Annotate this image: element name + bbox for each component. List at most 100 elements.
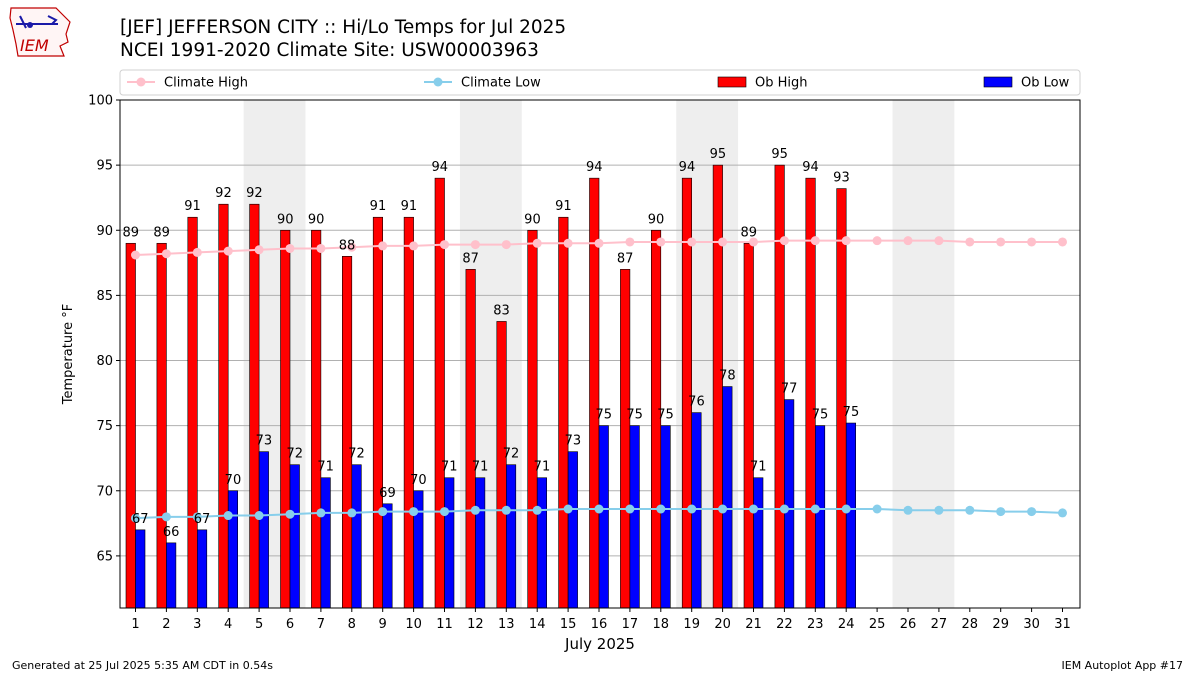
climate-high-point [347,242,357,252]
climate-high-point [841,236,851,246]
ob-high-label: 91 [184,199,201,214]
ob-high-label: 93 [833,171,850,186]
ob-low-label: 66 [163,525,180,540]
x-tick-label: 18 [653,617,670,632]
ob-high-label: 90 [648,212,665,227]
ob-high-label: 83 [493,303,510,318]
climate-high-point [316,243,326,253]
climate-low-point [1027,507,1037,517]
climate-low-point [285,509,295,519]
x-tick-label: 9 [379,617,387,632]
climate-low-point [347,508,357,518]
ob-low-label: 69 [379,486,396,501]
x-tick-label: 22 [776,617,793,632]
climate-low-point [161,512,171,522]
climate-low-point [501,505,511,515]
x-tick-label: 2 [162,617,170,632]
x-tick-label: 17 [622,617,639,632]
climate-high-point [470,240,480,250]
ob-high-label: 88 [339,238,356,253]
x-tick-label: 29 [992,617,1009,632]
ob-low-label: 70 [410,473,427,488]
ob-low-label: 77 [781,382,798,397]
ob-low-label: 71 [750,460,767,475]
x-tick-label: 26 [900,617,917,632]
ob-high-bar [156,242,167,609]
climate-low-point [223,511,233,521]
y-tick-label: 95 [96,159,113,174]
ob-high-bar [836,188,847,609]
ob-low-label: 75 [843,405,860,420]
y-tick-label: 70 [96,484,113,499]
climate-low-point [131,513,140,523]
y-tick-label: 90 [96,224,113,239]
climate-low-point [996,507,1006,517]
climate-high-point [934,236,944,246]
ob-low-label: 71 [317,460,334,475]
climate-lines [131,236,1067,523]
climate-high-point [161,249,171,259]
climate-high-legend-marker [136,77,146,87]
ob-low-bar [722,386,733,609]
ob-low-bar [320,477,331,609]
ob-high-bar [311,229,322,609]
climate-high-point [656,237,666,247]
climate-low-point [841,504,851,514]
ob-low-bar [845,422,857,609]
x-tick-label: 10 [405,617,422,632]
y-tick-label: 85 [96,289,113,304]
ob-high-bar [218,203,229,609]
ob-low-label: 76 [688,395,705,410]
climate-high-point [285,243,295,253]
ob-high-bar [187,216,198,609]
ob-high-bar [403,216,414,609]
ob-high-bar [372,216,384,609]
ob-high-label: 91 [401,199,418,214]
ob-low-label: 72 [286,447,303,462]
ob-high-label: 90 [524,212,541,227]
ob-low-bar [197,529,208,609]
climate-low-legend-label: Climate Low [461,76,541,91]
ob-low-bar [444,477,455,609]
x-tick-label: 27 [931,617,948,632]
climate-high-point [594,238,604,248]
app-credit: IEM Autoplot App #17 [1061,659,1184,672]
x-tick-label: 1 [131,617,139,632]
climate-high-point [779,236,789,246]
climate-low-point [934,505,944,515]
climate-low-point [1058,508,1067,518]
climate-high-point [749,237,758,247]
ob-low-legend-swatch [983,76,1013,88]
climate-high-point [440,240,449,250]
ob-high-bar [558,216,569,609]
ob-low-bar [629,425,640,609]
ob-low-label: 70 [225,473,242,488]
ob-low-bar [784,399,795,609]
climate-high-point [378,241,388,251]
climate-high-point [1058,237,1067,247]
ob-high-label: 90 [277,212,294,227]
ob-high-label: 91 [555,199,572,214]
climate-low-point [440,507,449,517]
climate-low-point [687,504,697,514]
x-tick-label: 31 [1054,617,1071,632]
legend: Climate High Climate Low Ob High Ob Low [119,69,1081,96]
climate-low-point [192,512,202,522]
x-axis-label: July 2025 [564,635,635,653]
y-tick-label: 75 [96,419,113,434]
ob-high-label: 94 [802,160,819,175]
ob-low-label: 71 [472,460,489,475]
x-tick-label: 8 [348,617,356,632]
climate-low-point [965,505,975,515]
ob-low-bar [598,425,609,609]
ob-low-label: 71 [441,460,458,475]
ob-high-bar [496,321,507,609]
ob-high-bar [527,229,538,609]
climate-high-point [254,245,264,255]
ob-high-label: 87 [617,251,634,266]
ob-low-bar [382,503,393,609]
ob-low-label: 75 [812,408,829,423]
climate-low-point [749,504,758,514]
x-tick-label: 14 [529,617,546,632]
